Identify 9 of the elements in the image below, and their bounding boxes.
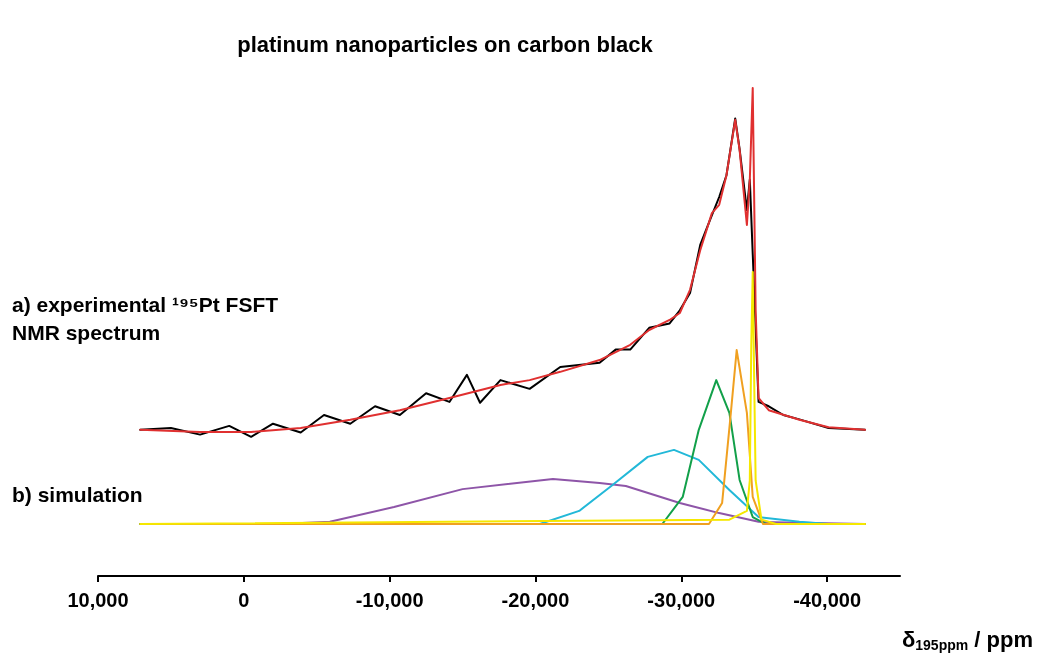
annotation: a) experimental ¹⁹⁵Pt FSFT NMR spectrum — [12, 292, 284, 344]
chart-title: platinum nanoparticles on carbon black — [237, 31, 654, 57]
x-tick-label: 10,000 — [67, 589, 129, 611]
x-tick-label: 0 — [238, 589, 250, 611]
annotation: b) simulation — [12, 482, 143, 506]
x-tick-label: -20,000 — [501, 589, 570, 611]
x-tick-label: -40,000 — [793, 589, 862, 611]
x-tick-label: -10,000 — [355, 589, 424, 611]
x-tick-label: -30,000 — [647, 589, 716, 611]
